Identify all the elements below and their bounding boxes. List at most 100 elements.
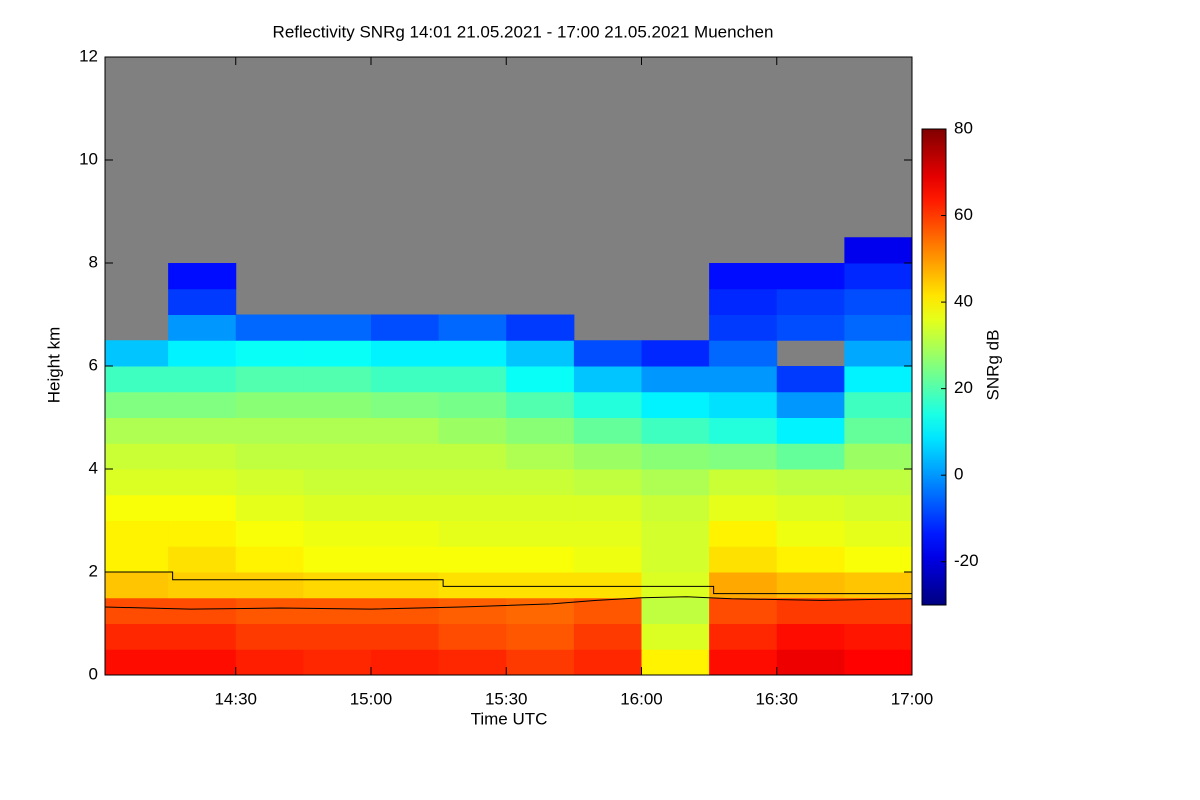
heatmap-cell: [105, 443, 169, 470]
y-tick-label: 10: [79, 149, 98, 168]
heatmap-cell: [438, 520, 507, 547]
heatmap-cell: [303, 597, 372, 624]
heatmap-cell: [844, 340, 912, 367]
heatmap-cell: [776, 288, 845, 315]
heatmap-cell: [506, 314, 575, 341]
heatmap-cell: [105, 597, 169, 624]
heatmap-cell: [776, 366, 845, 393]
heatmap-cell: [844, 520, 912, 547]
heatmap-cell: [709, 314, 778, 341]
heatmap-cell: [168, 572, 237, 599]
heatmap-cell: [370, 366, 440, 393]
heatmap-cell: [573, 546, 642, 573]
heatmap-cell: [844, 546, 912, 573]
heatmap-cell: [844, 649, 912, 675]
heatmap-cell: [370, 391, 440, 418]
heatmap-cell: [641, 649, 710, 675]
heatmap-cell: [370, 443, 440, 470]
heatmap-cell: [844, 597, 912, 624]
heatmap-cell: [641, 443, 710, 470]
heatmap-cell: [709, 263, 778, 290]
heatmap-cell: [438, 417, 507, 444]
colorbar-tick-label: -20: [954, 551, 979, 570]
heatmap-cell: [105, 494, 169, 521]
heatmap-cell: [370, 649, 440, 675]
heatmap-cell: [168, 263, 237, 290]
heatmap-cell: [641, 391, 710, 418]
heatmap-cell: [303, 546, 372, 573]
heatmap-cell: [709, 340, 778, 367]
heatmap-cell: [776, 572, 845, 599]
heatmap-cell: [506, 520, 575, 547]
colorbar-label: SNRg dB: [983, 330, 1002, 401]
heatmap-cell: [168, 288, 237, 315]
x-axis-label: Time UTC: [471, 709, 548, 728]
heatmap-cell: [506, 597, 575, 624]
heatmap-cell: [168, 469, 237, 496]
heatmap-cell: [641, 340, 710, 367]
heatmap-cell: [573, 366, 642, 393]
heatmap-cell: [844, 366, 912, 393]
heatmap-cell: [105, 469, 169, 496]
heatmap-cell: [844, 572, 912, 599]
heatmap-cell: [776, 520, 845, 547]
heatmap-cell: [573, 572, 642, 599]
heatmap-cell: [235, 546, 304, 573]
heatmap-cell: [776, 391, 845, 418]
heatmap-cell: [438, 340, 507, 367]
heatmap-cell: [776, 314, 845, 341]
heatmap-cell: [573, 494, 642, 521]
heatmap-cell: [844, 443, 912, 470]
heatmap-cell: [168, 391, 237, 418]
heatmap-cell: [573, 623, 642, 650]
heatmap-cell: [844, 391, 912, 418]
heatmap-cell: [709, 417, 778, 444]
heatmap-cell: [303, 314, 372, 341]
heatmap-cell: [235, 572, 304, 599]
heatmap-cell: [709, 623, 778, 650]
heatmap-cell: [506, 546, 575, 573]
heatmap-cell: [641, 494, 710, 521]
heatmap-cell: [844, 623, 912, 650]
heatmap-cell: [235, 340, 304, 367]
heatmap-cell: [709, 443, 778, 470]
heatmap-cell: [506, 572, 575, 599]
heatmap-cell: [776, 649, 845, 675]
heatmap-cell: [303, 443, 372, 470]
heatmap-cell: [235, 623, 304, 650]
heatmap-cell: [105, 417, 169, 444]
heatmap-cell: [438, 443, 507, 470]
y-tick-label: 6: [89, 355, 98, 374]
heatmap-cell: [641, 623, 710, 650]
heatmap-cell: [709, 520, 778, 547]
heatmap-cell: [105, 391, 169, 418]
heatmap-cell: [105, 546, 169, 573]
heatmap-cell: [235, 391, 304, 418]
heatmap-cell: [573, 391, 642, 418]
heatmap-cell: [844, 314, 912, 341]
heatmap-cell: [168, 417, 237, 444]
heatmap-cell: [506, 417, 575, 444]
boundary-line: [105, 596, 912, 610]
heatmap-cell: [844, 263, 912, 290]
heatmap-cell: [573, 469, 642, 496]
heatmap-cell: [506, 649, 575, 675]
heatmap-cell: [370, 314, 440, 341]
x-tick-label: 17:00: [891, 689, 934, 708]
heatmap-cell: [303, 520, 372, 547]
heatmap-cell: [370, 572, 440, 599]
heatmap-cell: [506, 391, 575, 418]
heatmap-cell: [506, 366, 575, 393]
x-tick-label: 14:30: [214, 689, 257, 708]
heatmap-cell: [303, 623, 372, 650]
heatmap-cell: [370, 623, 440, 650]
heatmap-cell: [776, 417, 845, 444]
heatmap-cell: [844, 237, 912, 264]
heatmap-cell: [506, 340, 575, 367]
heatmap-cell: [844, 417, 912, 444]
heatmap-cell: [370, 494, 440, 521]
heatmap-cell: [573, 340, 642, 367]
heatmap-cell: [168, 366, 237, 393]
heatmap-cell: [105, 340, 169, 367]
